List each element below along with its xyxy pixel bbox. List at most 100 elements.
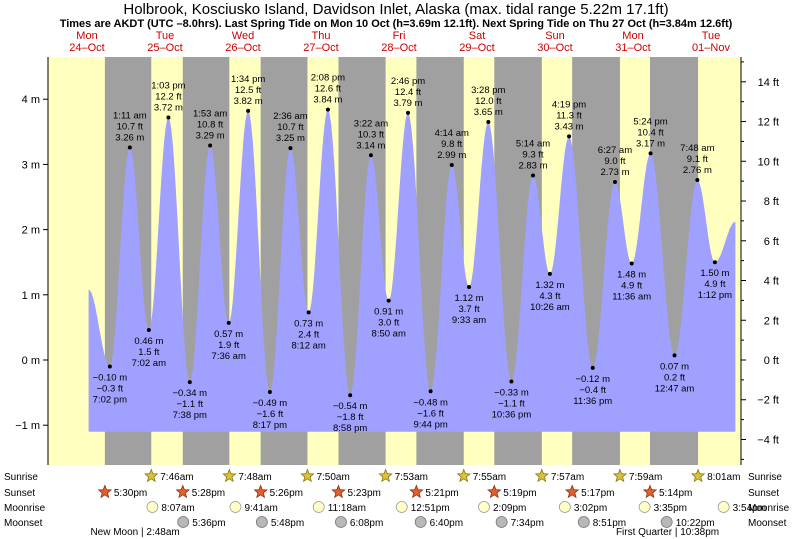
left-axis-tick-label: 1 m (22, 290, 40, 302)
tide-m-label: −0.10 m (93, 373, 128, 384)
high-tide-point (695, 178, 700, 183)
moonrise-icon (146, 501, 159, 513)
low-tide-point (146, 328, 151, 333)
tide-ft-label: 10.7 ft (117, 121, 144, 132)
moonrise-icon (558, 501, 571, 513)
tide-ft-label: −1.1 ft (498, 399, 525, 410)
left-axis-tick-label: 3 m (22, 159, 40, 171)
tide-ft-label: 1.5 ft (138, 347, 159, 358)
tide-ft-label: 10.4 ft (637, 127, 664, 138)
tide-time-label: 1:53 am (193, 108, 227, 119)
high-tide-point (166, 115, 171, 120)
day-label-date: 01–Nov (692, 42, 730, 54)
tide-m-label: 3.82 m (234, 96, 263, 107)
tide-ft-label: 3.0 ft (378, 318, 399, 329)
tide-m-label: 0.57 m (214, 329, 243, 340)
tide-time-label: 9:33 am (452, 315, 486, 326)
day-label-dow: Mon (76, 30, 97, 42)
tide-ft-label: 9.0 ft (604, 156, 625, 167)
day-label-date: 25–Oct (147, 42, 182, 54)
low-tide-point (547, 271, 552, 276)
tide-m-label: 1.50 m (700, 268, 729, 279)
right-axis-tick-label: 12 ft (758, 117, 779, 129)
tide-ft-label: −1.8 ft (337, 412, 364, 423)
sunset-icon (175, 484, 191, 499)
moonrise-time: 12:51pm (411, 503, 450, 514)
moonrise-icon (478, 501, 490, 513)
tide-m-label: 3.29 m (196, 130, 225, 141)
tide-area-series (88, 109, 736, 432)
sunrise-time: 7:59am (629, 472, 662, 483)
moonset-time: 6:08pm (350, 518, 383, 529)
tide-time-label: 6:27 am (598, 145, 632, 156)
tide-time-label: 3:22 am (354, 118, 388, 129)
tide-time-label: 7:02 pm (93, 395, 127, 406)
moonset-time: 5:36pm (192, 518, 225, 529)
astro-rows: Sunrise Sunrise 7:46am 7:48am 7:50am 7:53am 7:… (4, 468, 790, 538)
day-label-dow: Wed (232, 30, 254, 42)
tide-time-label: 1:03 pm (151, 80, 185, 91)
low-tide-point (509, 379, 514, 384)
day-label-dow: Tue (156, 30, 175, 42)
tide-time-label: 2:46 pm (391, 76, 425, 87)
high-tide-point (208, 143, 213, 148)
tide-ft-label: 12.4 ft (395, 87, 422, 98)
tide-time-label: 10:26 am (530, 302, 570, 313)
tide-time-label: 7:48 am (680, 143, 714, 154)
tide-time-label: 9:44 pm (413, 419, 447, 430)
day-label-date: 26–Oct (225, 42, 260, 54)
tide-ft-label: 2.4 ft (298, 329, 319, 340)
high-tide-point (449, 163, 454, 168)
tide-m-label: 1.12 m (455, 293, 484, 304)
moonset-time: 6:40pm (430, 518, 463, 529)
day-label-date: 29–Oct (459, 42, 494, 54)
tide-ft-label: 10.8 ft (197, 119, 224, 130)
moonset-time: 8:51pm (593, 518, 626, 529)
tide-ft-label: −1.1 ft (176, 399, 203, 410)
tide-m-label: −0.34 m (173, 388, 208, 399)
tide-time-label: 2:08 pm (311, 73, 345, 84)
high-tide-point (612, 180, 617, 185)
day-label-dow: Sun (545, 30, 565, 42)
left-axis-meters: −1 m 0 m 1 m 2 m 3 m 4 m (15, 57, 49, 465)
moonset-icon (660, 516, 673, 528)
low-tide-point (107, 364, 112, 369)
tide-ft-label: 11.3 ft (556, 110, 582, 121)
moonset-icon (577, 516, 590, 528)
tide-ft-label: −1.6 ft (257, 409, 284, 420)
sunset-icon (331, 484, 346, 499)
sunset-time: 5:14pm (659, 488, 692, 499)
right-axis-tick-label: 4 ft (764, 276, 779, 288)
low-tide-point (306, 310, 311, 315)
high-tide-point (406, 110, 411, 115)
moonrise-time: 2:09pm (493, 503, 526, 514)
low-tide-point (267, 389, 272, 394)
moonrise-time: 9:41am (244, 503, 277, 514)
sunset-time: 5:19pm (503, 488, 536, 499)
high-tide-point (648, 151, 653, 156)
tide-ft-label: 12.2 ft (155, 91, 182, 102)
sunset-icon (642, 484, 658, 499)
sunset-icon (253, 484, 268, 499)
tide-ft-label: 9.8 ft (441, 139, 462, 150)
tide-time-label: 10:36 pm (492, 410, 532, 421)
moonrise-time: 11:18am (328, 503, 366, 514)
moonrise-time: 3:54pm (733, 503, 766, 514)
moonset-time: 5:48pm (271, 518, 304, 529)
tide-m-label: 3.72 m (154, 102, 183, 113)
sunrise-time: 7:50am (316, 472, 349, 483)
low-tide-point (672, 353, 677, 358)
left-axis-tick-label: 2 m (22, 225, 40, 237)
high-tide-point (127, 145, 132, 150)
tide-m-label: 3.84 m (313, 95, 342, 106)
tide-time-label: 5:24 pm (633, 116, 667, 127)
sunset-time: 5:23pm (347, 488, 380, 499)
low-tide-point (629, 261, 634, 266)
left-axis-tick-label: 4 m (22, 94, 40, 106)
moonrise-icon (717, 501, 730, 513)
tide-m-label: 2.76 m (683, 165, 712, 176)
tide-time-label: 2:36 am (273, 111, 307, 122)
sunrise-time: 7:55am (473, 472, 506, 483)
tide-ft-label: 4.3 ft (539, 291, 560, 302)
